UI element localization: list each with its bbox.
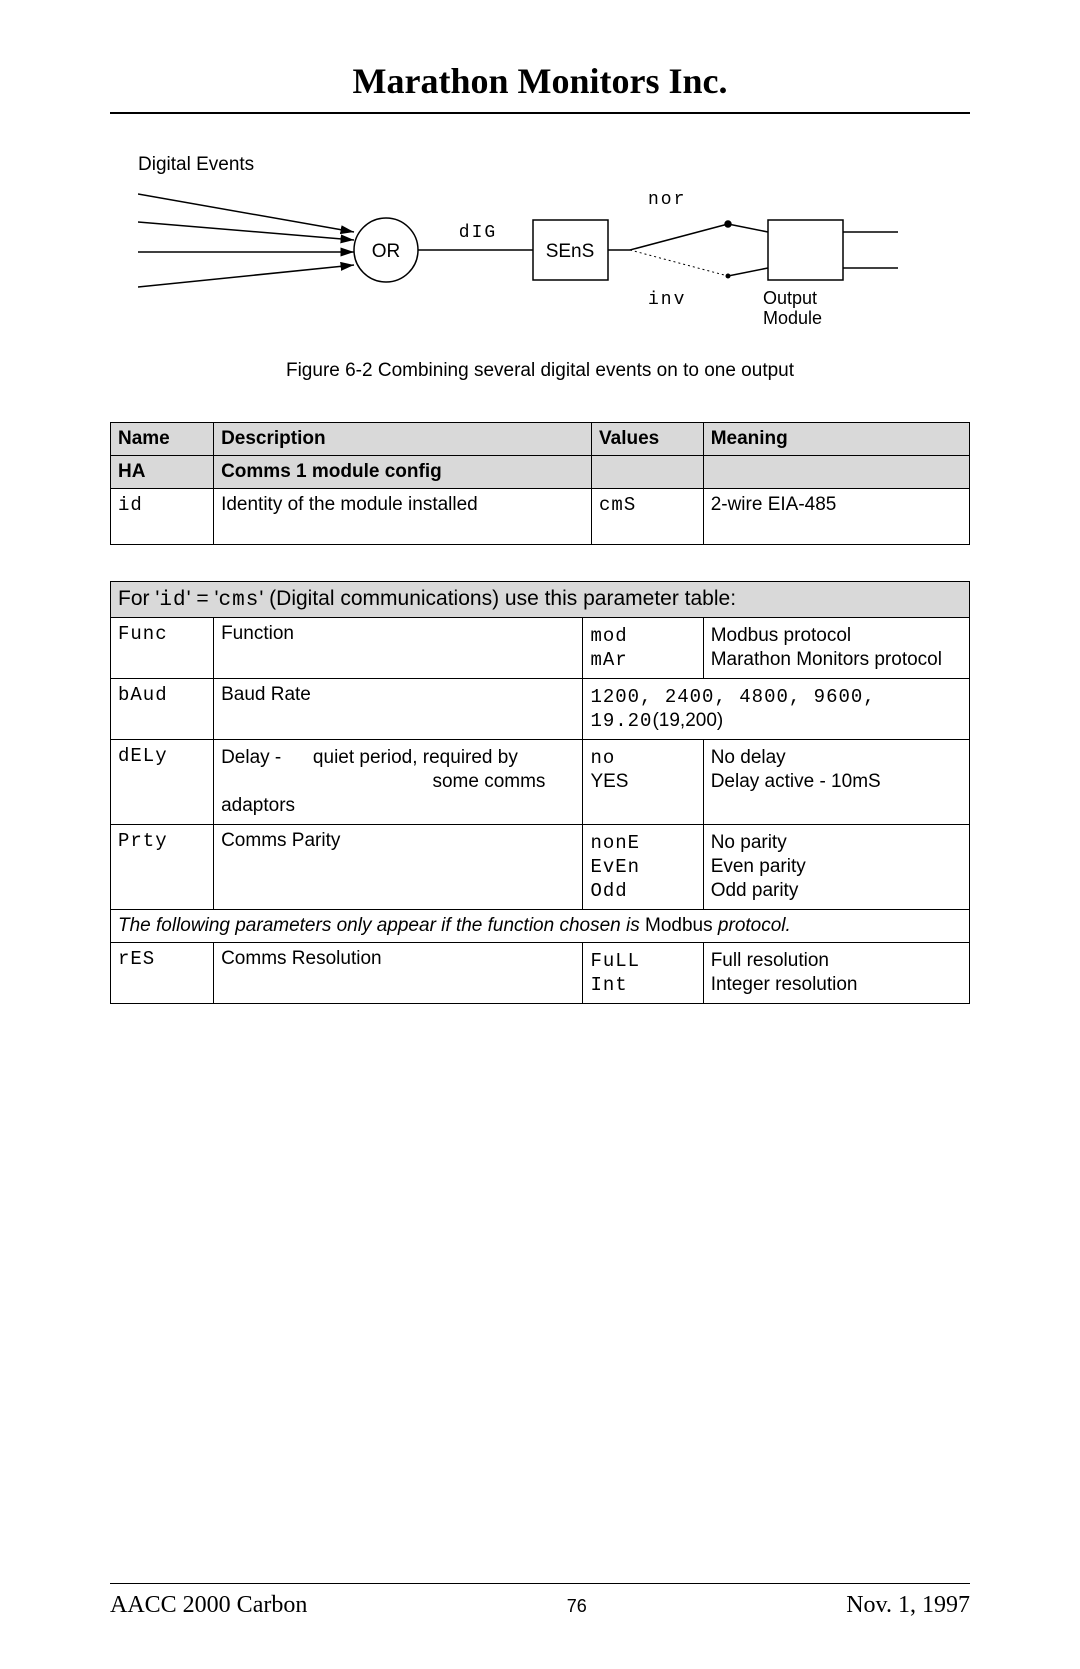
header-rule [110, 112, 970, 114]
cell-name: Func [111, 618, 214, 679]
row-baud: bAud Baud Rate 1200, 2400, 4800, 9600, 1… [111, 679, 970, 740]
section-meaning [703, 456, 969, 489]
page-footer: AACC 2000 Carbon 76 Nov. 1, 1997 [110, 1583, 970, 1619]
figure-caption: Figure 6-2 Combining several digital eve… [110, 360, 970, 382]
cell-desc: Delay - quiet period, required by some c… [214, 740, 583, 825]
row-dely: dELy Delay - quiet period, required by s… [111, 740, 970, 825]
table2-title-row: For 'id' = 'cms' (Digital communications… [111, 582, 970, 618]
svg-text:inv: inv [648, 290, 686, 310]
diagram-svg: OR dIG SEnS nor inv Output Module [138, 182, 938, 352]
table2-title: For 'id' = 'cms' (Digital communications… [111, 582, 970, 618]
cell-meaning: Full resolution Integer resolution [703, 943, 969, 1004]
section-desc: Comms 1 module config [214, 456, 592, 489]
cell-desc: Identity of the module installed [214, 489, 592, 545]
svg-text:Output: Output [763, 288, 817, 308]
cell-meaning: Modbus protocol Marathon Monitors protoc… [703, 618, 969, 679]
cell-meaning: No parity Even parity Odd parity [703, 825, 969, 910]
row-res: rES Comms Resolution FuLL Int Full resol… [111, 943, 970, 1004]
diagram: OR dIG SEnS nor inv Output Module [138, 182, 938, 352]
footer-left: AACC 2000 Carbon [110, 1592, 307, 1619]
cell-desc: Baud Rate [214, 679, 583, 740]
cell-meaning: 2-wire EIA-485 [703, 489, 969, 545]
cell-values: no YES [583, 740, 703, 825]
th-meaning: Meaning [703, 423, 969, 456]
cell-meaning: No delay Delay active - 10mS [703, 740, 969, 825]
cell-value: cmS [592, 489, 704, 545]
table-row: id Identity of the module installed cmS … [111, 489, 970, 545]
cell-name: rES [111, 943, 214, 1004]
cell-desc: Comms Resolution [214, 943, 583, 1004]
svg-text:dIG: dIG [459, 223, 497, 243]
svg-text:Module: Module [763, 308, 822, 328]
footer-page: 76 [567, 1596, 587, 1617]
cell-desc: Function [214, 618, 583, 679]
cell-desc: Comms Parity [214, 825, 583, 910]
cell-name: bAud [111, 679, 214, 740]
svg-text:SEnS: SEnS [546, 241, 595, 262]
section-name: HA [111, 456, 214, 489]
cell-name: dELy [111, 740, 214, 825]
section-values [592, 456, 704, 489]
table-header-row: Name Description Values Meaning [111, 423, 970, 456]
row-prty: Prty Comms Parity nonE EvEn Odd No parit… [111, 825, 970, 910]
footer-right: Nov. 1, 1997 [846, 1592, 970, 1619]
table-params: For 'id' = 'cms' (Digital communications… [110, 581, 970, 1004]
row-note: The following parameters only appear if … [111, 910, 970, 943]
svg-text:nor: nor [648, 190, 686, 210]
cell-values: nonE EvEn Odd [583, 825, 703, 910]
note-cell: The following parameters only appear if … [111, 910, 970, 943]
table-section-row: HA Comms 1 module config [111, 456, 970, 489]
cell-values-meaning: 1200, 2400, 4800, 9600, 19.20(19,200) [583, 679, 970, 740]
page-title: Marathon Monitors Inc. [110, 60, 970, 112]
digital-events-label: Digital Events [138, 154, 970, 176]
svg-text:OR: OR [372, 241, 401, 262]
row-func: Func Function mod mAr Modbus protocol Ma… [111, 618, 970, 679]
footer-rule [110, 1583, 970, 1584]
cell-name: id [111, 489, 214, 545]
th-values: Values [592, 423, 704, 456]
th-name: Name [111, 423, 214, 456]
cell-name: Prty [111, 825, 214, 910]
cell-values: FuLL Int [583, 943, 703, 1004]
cell-values: mod mAr [583, 618, 703, 679]
th-desc: Description [214, 423, 592, 456]
table-comms1: Name Description Values Meaning HA Comms… [110, 422, 970, 545]
